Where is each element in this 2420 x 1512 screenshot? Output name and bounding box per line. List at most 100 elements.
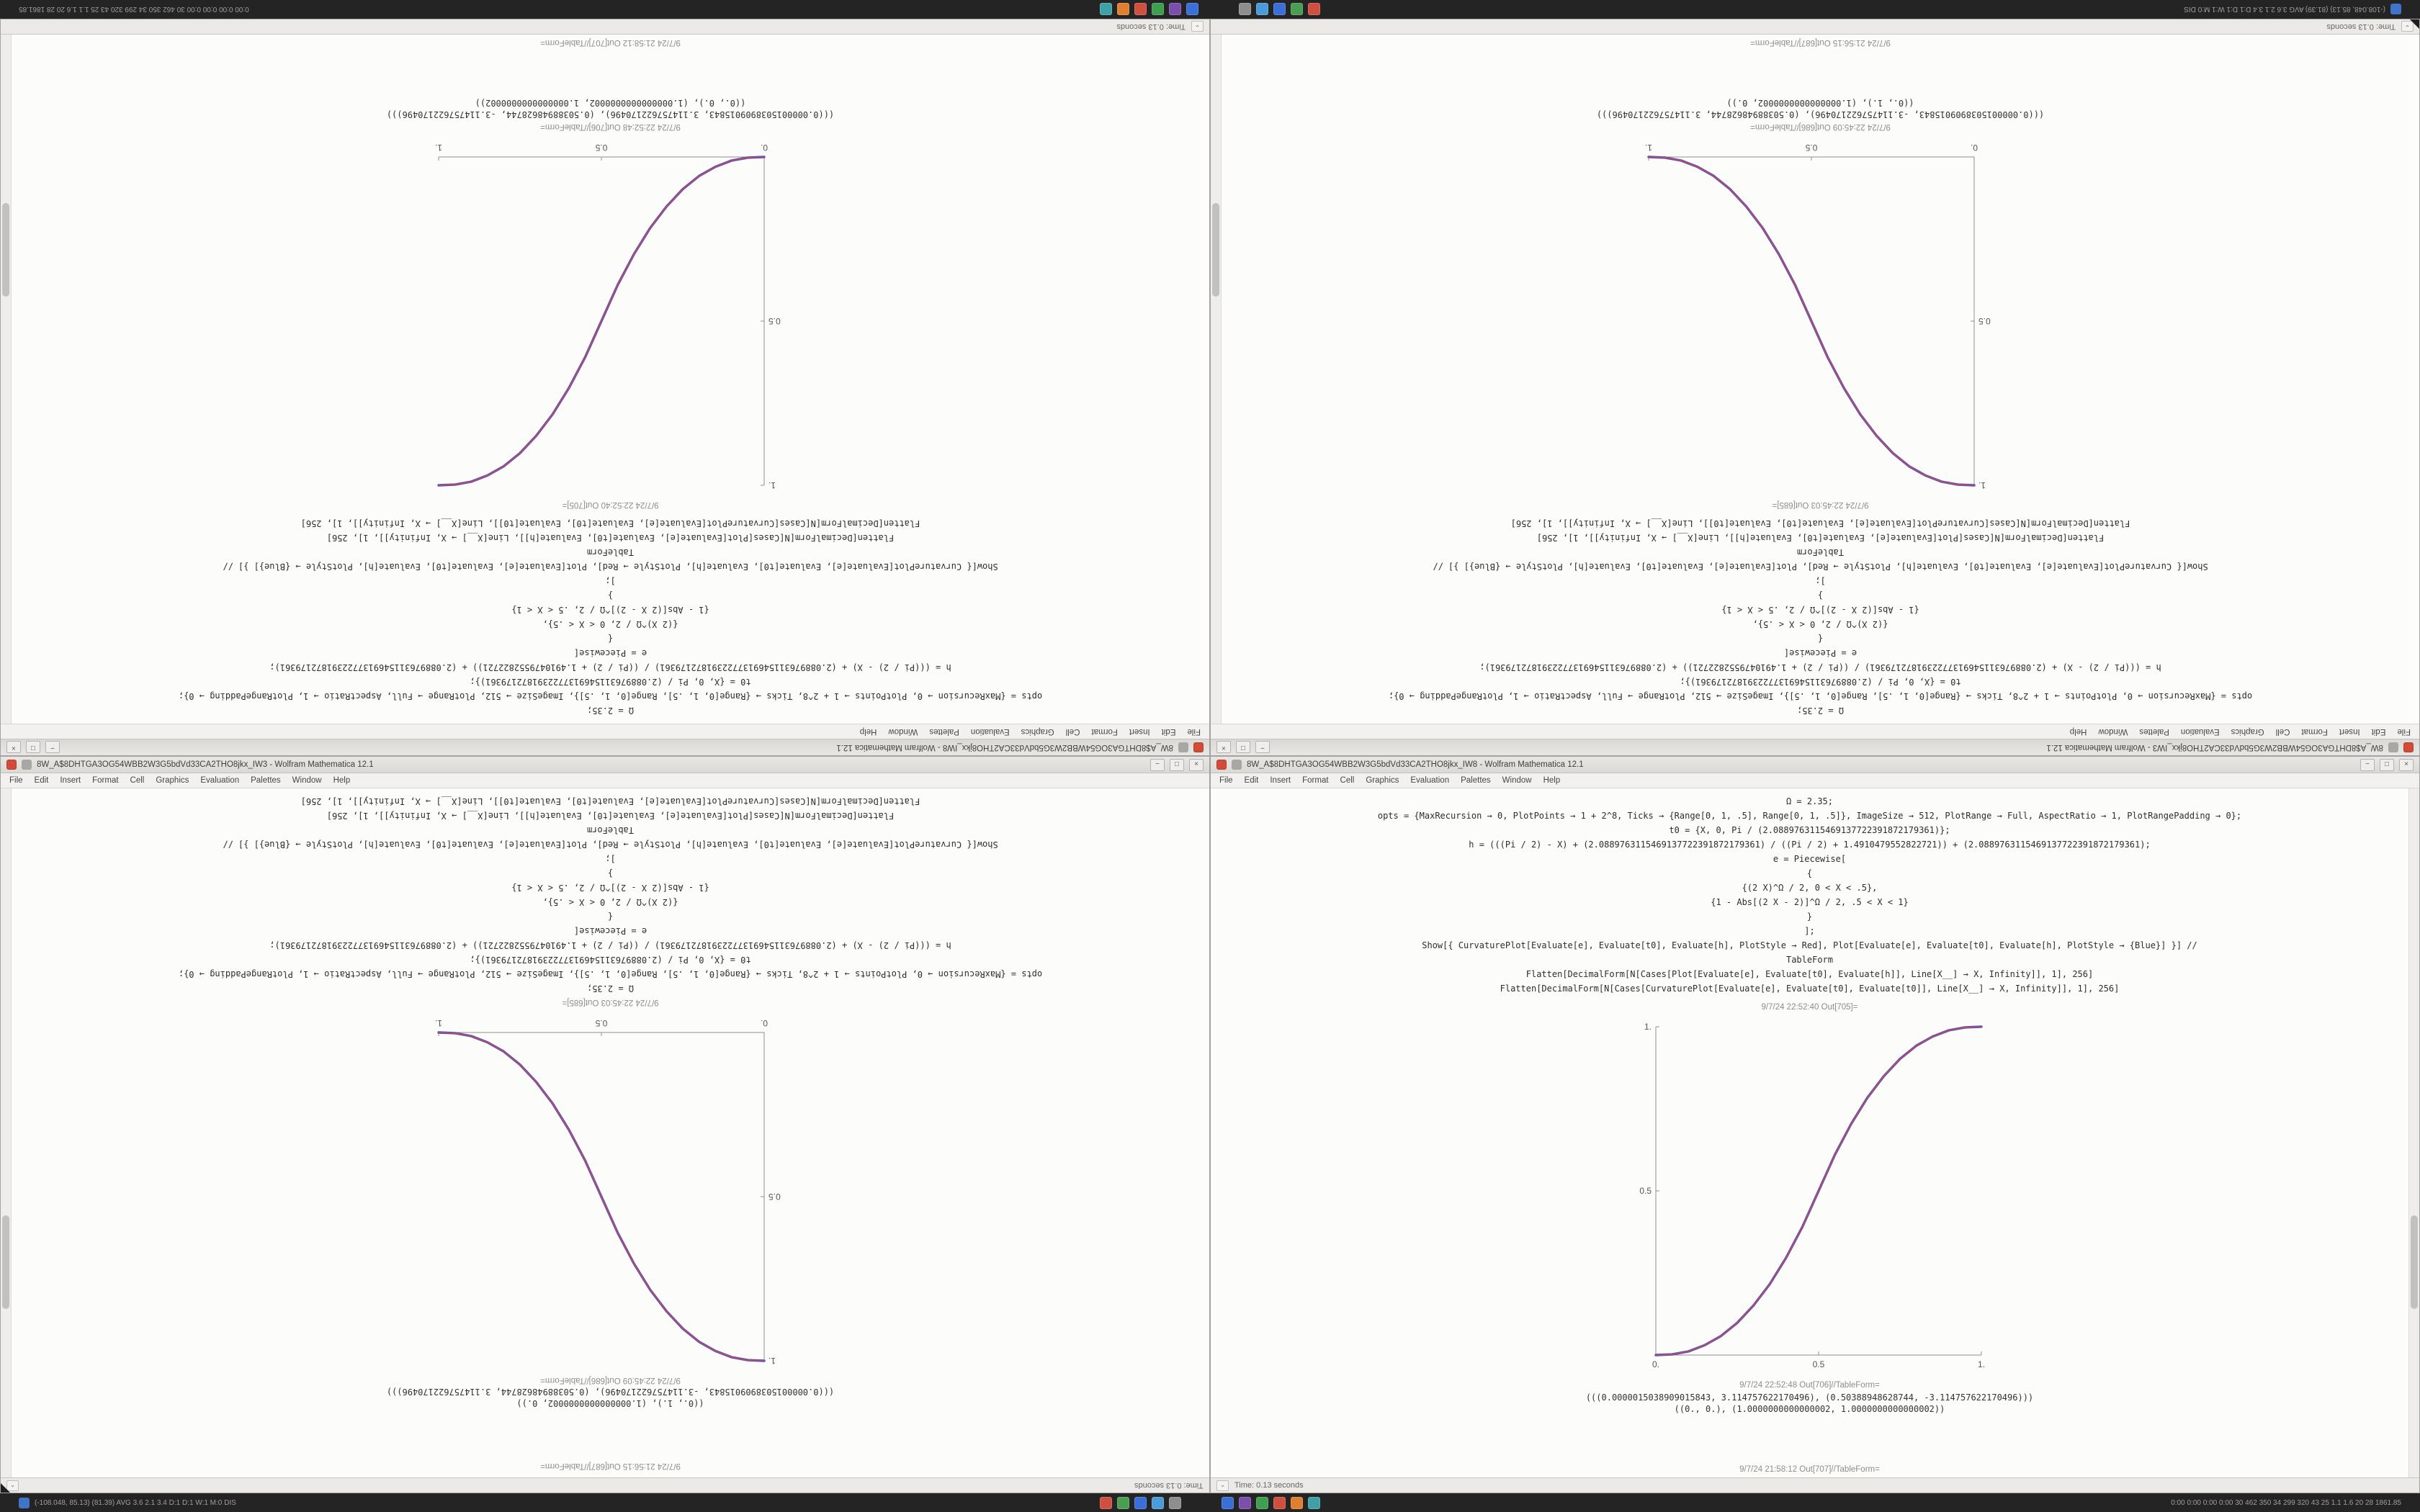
wolfram-kernel-icon[interactable]	[1193, 742, 1204, 752]
app-icon-3[interactable]	[1273, 3, 1286, 16]
close-button[interactable]: ×	[1216, 741, 1231, 754]
minimize-button[interactable]: −	[1255, 741, 1270, 754]
menu-insert[interactable]: Insert	[2339, 727, 2360, 736]
app-icon-1[interactable]	[1308, 3, 1320, 16]
menu-edit[interactable]: Edit	[1244, 776, 1259, 785]
menu-evaluation[interactable]: Evaluation	[970, 727, 1010, 736]
app-icon-2[interactable]	[1291, 3, 1303, 16]
menu-palettes[interactable]: Palettes	[929, 727, 959, 736]
menu-evaluation[interactable]: Evaluation	[200, 776, 240, 785]
menu-graphics[interactable]: Graphics	[1366, 776, 1399, 785]
menu-cell[interactable]: Cell	[1065, 727, 1080, 736]
app-icon-8[interactable]	[1152, 3, 1164, 16]
minimize-button[interactable]: −	[1150, 758, 1165, 771]
app-icon-7[interactable]	[1239, 1496, 1251, 1509]
menu-file[interactable]: File	[2397, 727, 2411, 736]
menu-cell[interactable]: Cell	[1340, 776, 1355, 785]
vertical-scrollbar[interactable]	[2408, 788, 2419, 1477]
menu-format[interactable]: Format	[1302, 776, 1329, 785]
input-cell[interactable]: Ω = 2.35; opts = {MaxRecursion → 0, PlotP…	[1389, 516, 2252, 718]
menu-help[interactable]: Help	[1543, 776, 1561, 785]
app-icon-1[interactable]	[1100, 1496, 1112, 1509]
notebook-content[interactable]: Ω = 2.35; opts = {MaxRecursion → 0, PlotP…	[1222, 35, 2419, 724]
menu-graphics[interactable]: Graphics	[2231, 727, 2264, 736]
vertical-scrollbar[interactable]	[1211, 35, 1222, 724]
input-cell[interactable]: Ω = 2.35; opts = {MaxRecursion → 0, PlotP…	[1378, 794, 2241, 996]
menu-insert[interactable]: Insert	[1129, 727, 1150, 736]
menu-evaluation[interactable]: Evaluation	[1410, 776, 1450, 785]
menu-edit[interactable]: Edit	[34, 776, 49, 785]
menu-help[interactable]: Help	[2069, 727, 2087, 736]
input-cell[interactable]: Ω = 2.35; opts = {MaxRecursion → 0, PlotP…	[179, 794, 1042, 996]
app-icon-10[interactable]	[1117, 3, 1129, 16]
app-icon-5[interactable]	[1169, 1496, 1181, 1509]
menu-palettes[interactable]: Palettes	[251, 776, 281, 785]
app-icon-7[interactable]	[1169, 3, 1181, 16]
close-button[interactable]: ×	[2399, 758, 2414, 771]
minimize-button[interactable]: −	[45, 741, 60, 754]
menu-window[interactable]: Window	[888, 727, 918, 736]
menu-cell[interactable]: Cell	[130, 776, 145, 785]
menu-evaluation[interactable]: Evaluation	[2180, 727, 2220, 736]
chevron-down-icon[interactable]: ⌄	[1191, 21, 1204, 32]
code-line: Ω = 2.35;	[587, 706, 635, 716]
svg-text:1.: 1.	[769, 480, 776, 490]
system-tray-icon[interactable]	[2390, 4, 2401, 15]
menu-palettes[interactable]: Palettes	[1461, 776, 1491, 785]
scrollbar-thumb[interactable]	[2, 1215, 9, 1310]
menu-window[interactable]: Window	[2098, 727, 2128, 736]
app-icon-4[interactable]	[1152, 1496, 1164, 1509]
menu-palettes[interactable]: Palettes	[2139, 727, 2169, 736]
app-icon-6[interactable]	[1222, 1496, 1234, 1509]
maximize-button[interactable]: □	[26, 741, 40, 754]
menu-edit[interactable]: Edit	[1161, 727, 1176, 736]
menu-insert[interactable]: Insert	[60, 776, 81, 785]
app-icon-4[interactable]	[1256, 3, 1268, 16]
menu-cell[interactable]: Cell	[2275, 727, 2290, 736]
menu-insert[interactable]: Insert	[1270, 776, 1291, 785]
chevron-down-icon[interactable]: ⌄	[1216, 1480, 1229, 1491]
close-button[interactable]: ×	[1189, 758, 1204, 771]
input-cell[interactable]: Ω = 2.35; opts = {MaxRecursion → 0, PlotP…	[179, 516, 1042, 718]
vertical-scrollbar[interactable]	[1, 788, 12, 1477]
app-icon-11[interactable]	[1100, 3, 1112, 16]
menu-window[interactable]: Window	[1502, 776, 1532, 785]
system-tray-icon[interactable]	[19, 1497, 30, 1508]
menu-format[interactable]: Format	[1091, 727, 1118, 736]
app-icon-8[interactable]	[1256, 1496, 1268, 1509]
notebook-content[interactable]: Ω = 2.35; opts = {MaxRecursion → 0, PlotP…	[12, 35, 1209, 724]
close-button[interactable]: ×	[6, 741, 21, 754]
menu-help[interactable]: Help	[859, 727, 877, 736]
app-icon-9[interactable]	[1273, 1496, 1286, 1509]
scrollbar-thumb[interactable]	[2411, 1215, 2418, 1310]
wolfram-kernel-icon[interactable]	[6, 760, 17, 770]
maximize-button[interactable]: □	[1236, 741, 1250, 754]
app-icon-11[interactable]	[1308, 1496, 1320, 1509]
app-icon-2[interactable]	[1117, 1496, 1129, 1509]
notebook-content[interactable]: 9/7/24 21:56:15 Out[687]//TableForm= ((0…	[12, 788, 1209, 1477]
app-icon-9[interactable]	[1134, 3, 1147, 16]
wolfram-kernel-icon[interactable]	[1216, 760, 1227, 770]
menu-graphics[interactable]: Graphics	[156, 776, 189, 785]
menu-window[interactable]: Window	[292, 776, 322, 785]
menu-file[interactable]: File	[1187, 727, 1201, 736]
app-icon-10[interactable]	[1291, 1496, 1303, 1509]
notebook-content[interactable]: Ω = 2.35; opts = {MaxRecursion → 0, PlotP…	[1211, 788, 2408, 1477]
menu-help[interactable]: Help	[333, 776, 351, 785]
menu-file[interactable]: File	[9, 776, 23, 785]
menu-edit[interactable]: Edit	[2371, 727, 2386, 736]
menu-format[interactable]: Format	[92, 776, 119, 785]
scr ollbar-thumb[interactable]	[1212, 202, 1219, 297]
app-icon-5[interactable]	[1239, 3, 1251, 16]
menu-graphics[interactable]: Graphics	[1021, 727, 1054, 736]
menu-format[interactable]: Format	[2301, 727, 2328, 736]
minimize-button[interactable]: −	[2360, 758, 2375, 771]
maximize-button[interactable]: □	[1170, 758, 1184, 771]
scrollbar-thumb[interactable]	[2, 202, 9, 297]
app-icon-6[interactable]	[1186, 3, 1198, 16]
vertical-scrollbar[interactable]	[1, 35, 12, 724]
app-icon-3[interactable]	[1134, 1496, 1147, 1509]
wolfram-kernel-icon[interactable]	[2403, 742, 2414, 752]
menu-file[interactable]: File	[1219, 776, 1233, 785]
maximize-button[interactable]: □	[2380, 758, 2394, 771]
